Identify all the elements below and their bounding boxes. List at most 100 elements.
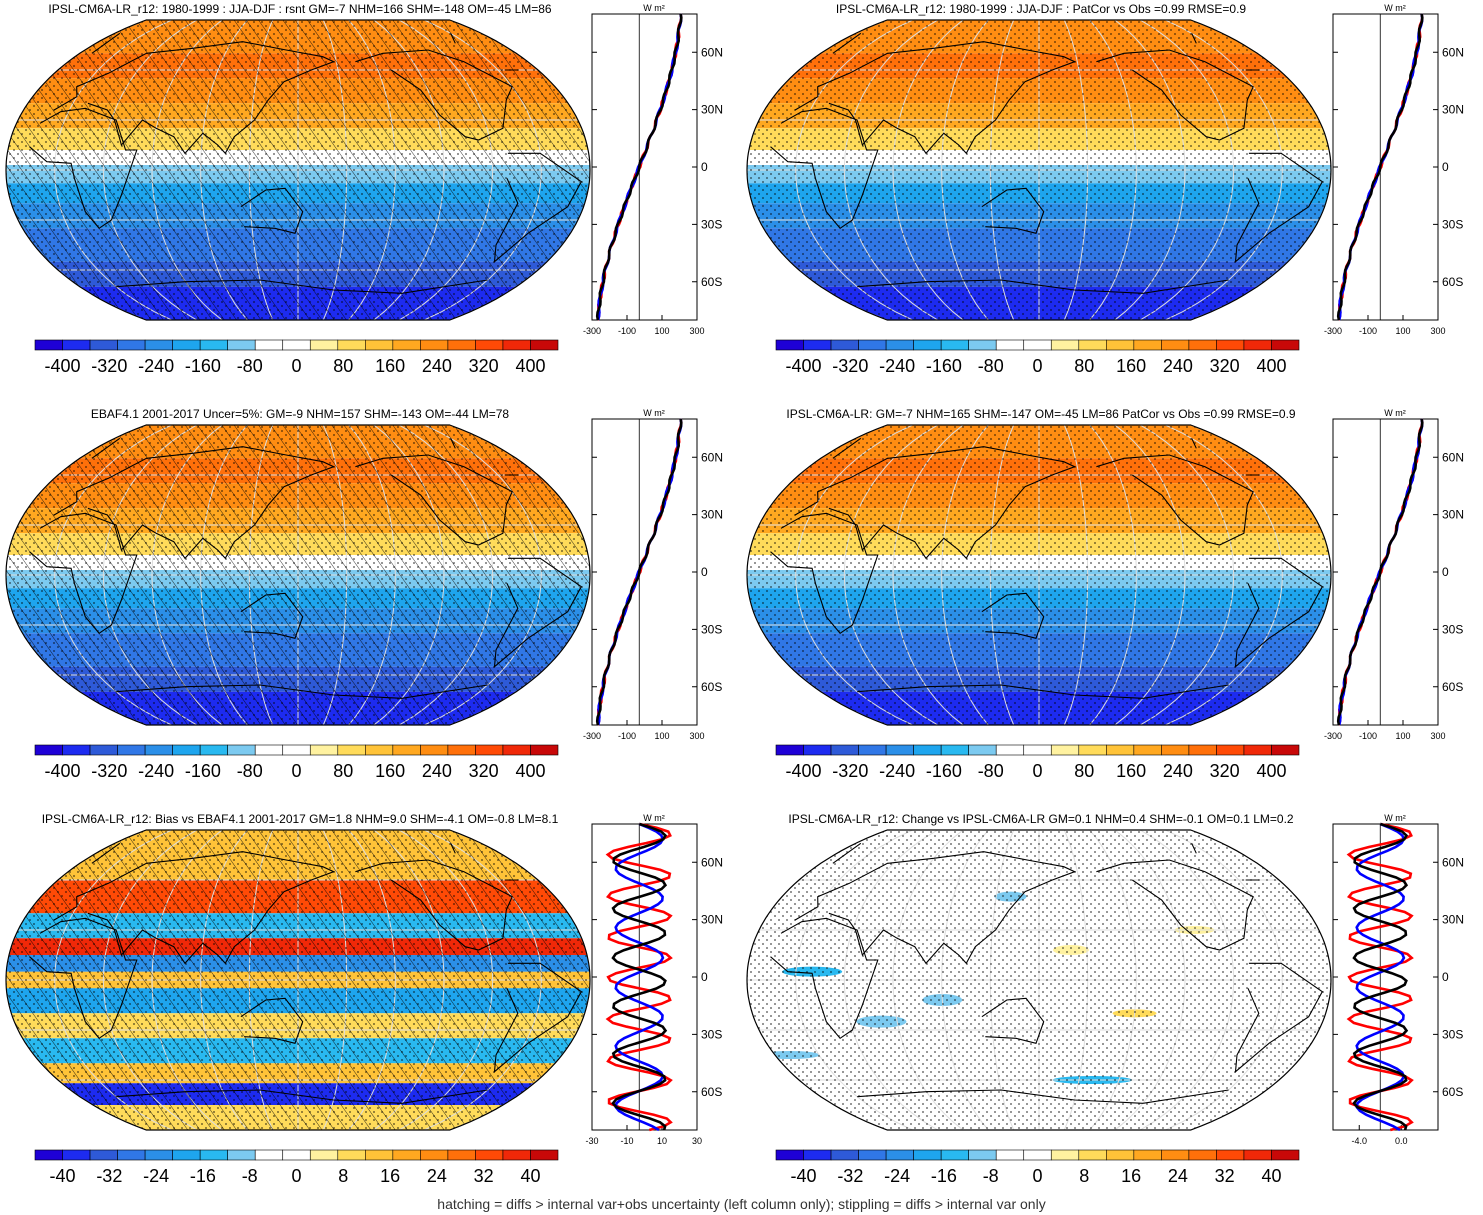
coastline-australia (981, 187, 1045, 234)
colorbar-label: -400 (45, 356, 81, 376)
panel-rsnt-model-patcor: IPSL-CM6A-LR_r12: 1980-1999 : JJA-DJF : … (741, 0, 1482, 405)
map-field (6, 830, 590, 1130)
colorbar-segment (447, 1149, 476, 1161)
colorbar-segment (227, 339, 256, 351)
colorbar-segment (830, 339, 859, 351)
map-field (747, 830, 1331, 1130)
colorbar-label: -8 (242, 1166, 258, 1186)
lat-tick-label: 60S (701, 680, 722, 694)
colorbar-segment (117, 1149, 146, 1161)
lat-tick-label: 30N (701, 508, 723, 522)
colorbar-segment (89, 1149, 118, 1161)
lat-tick-label: 30S (1442, 622, 1463, 636)
colorbar-segment (172, 1149, 201, 1161)
colorbar-segment (502, 744, 531, 756)
colorbar-segment (1023, 744, 1052, 756)
colorbar-segment (1188, 1149, 1217, 1161)
map-field (6, 425, 590, 725)
colorbar-segment (1188, 339, 1217, 351)
colorbar-label: 400 (515, 761, 545, 781)
colorbar-label: -160 (185, 356, 221, 376)
colorbar-label: 0 (1032, 761, 1042, 781)
colorbar-label: 160 (375, 761, 405, 781)
colorbar-segment (337, 339, 366, 351)
colorbar-segment (282, 744, 311, 756)
colorbar-label: 8 (338, 1166, 348, 1186)
map-border (746, 829, 1332, 1131)
profile-units-label: W m² (1384, 3, 1406, 13)
colorbar-label: -8 (983, 1166, 999, 1186)
colorbar-segment (968, 339, 997, 351)
lat-tick-label: 0 (701, 160, 708, 174)
colorbar-segment (447, 744, 476, 756)
colorbar-segment (1050, 339, 1080, 351)
panel-title: IPSL-CM6A-LR_r12: 1980-1999 : JJA-DJF : … (835, 2, 1247, 16)
colorbar-label: 400 (1256, 356, 1286, 376)
profile-curve-red (1346, 822, 1414, 1132)
colorbar-segment (172, 744, 201, 756)
lat-tick-label: 30S (701, 217, 722, 231)
colorbar-label: -240 (879, 356, 915, 376)
colorbar-segment (1133, 744, 1162, 756)
lat-tick-label: 60S (1442, 680, 1463, 694)
map-border (746, 424, 1332, 726)
colorbar-segment (913, 1149, 942, 1161)
coastline-namerica (1096, 454, 1254, 546)
colorbar-segment (1106, 744, 1135, 756)
colorbar: -400 -320 -240 -160 -80 0 80 160 240 320 400 (34, 744, 559, 781)
coastline-africa (29, 917, 138, 1040)
lat-tick-label: 30S (701, 622, 722, 636)
colorbar-segment (254, 1149, 284, 1161)
colorbar-segment (940, 339, 969, 351)
colorbar-label: -80 (237, 761, 263, 781)
lat-tick-label: 60S (1442, 275, 1463, 289)
colorbar-label: 160 (1116, 356, 1146, 376)
panel-title: IPSL-CM6A-LR_r12: Bias vs EBAF4.1 2001-2… (41, 812, 559, 826)
coastline-namerica (1096, 859, 1254, 951)
colorbar-segment (475, 339, 504, 351)
coastline-greenland (91, 32, 518, 71)
colorbar-label: 80 (1074, 761, 1094, 781)
colorbar-label: -80 (237, 356, 263, 376)
colorbar-segment (913, 339, 942, 351)
profile-x-tick-label: -300 (1324, 326, 1342, 336)
profile-curve-black (1336, 418, 1424, 726)
colorbar-segment (858, 339, 887, 351)
lat-tick-label: 30N (701, 103, 723, 117)
colorbar-label: -400 (45, 761, 81, 781)
profile-units-label: W m² (643, 813, 665, 823)
colorbar-segment (968, 1149, 997, 1161)
colorbar-segment (940, 744, 969, 756)
profile-x-tick-label: -300 (1324, 731, 1342, 741)
coastline-eurasia (53, 446, 336, 560)
colorbar-segment (62, 339, 91, 351)
colorbar-label: -320 (91, 761, 127, 781)
coastline-greenland (832, 32, 1259, 71)
coastline-africa (29, 107, 138, 230)
colorbar-segment (62, 744, 91, 756)
coastline-antarctica (857, 684, 1229, 699)
coastline-australia (981, 592, 1045, 639)
colorbar-segment (254, 339, 284, 351)
colorbar-segment (199, 339, 228, 351)
colorbar-label: 40 (1261, 1166, 1281, 1186)
colorbar-segment (1023, 1149, 1052, 1161)
colorbar-segment (117, 339, 146, 351)
colorbar-label: -24 (884, 1166, 910, 1186)
lat-tick-label: 30S (1442, 217, 1463, 231)
lat-tick-label: 60N (701, 855, 723, 869)
colorbar-label: 240 (422, 356, 452, 376)
coastline-antarctica (857, 279, 1229, 294)
lat-tick-label: 60S (1442, 1085, 1463, 1099)
colorbar-label: 16 (1121, 1166, 1141, 1186)
colorbar-segment (1106, 1149, 1135, 1161)
colorbar-segment (1271, 1149, 1300, 1161)
coastline-eurasia (794, 446, 1077, 560)
coastline-greenland (832, 437, 1259, 476)
profile-x-tick-label: -10 (620, 1136, 633, 1146)
colorbar-label: 320 (469, 356, 499, 376)
lat-tick-label: 30N (701, 913, 723, 927)
colorbar-segment (392, 744, 421, 756)
coastline-australia (981, 997, 1045, 1044)
